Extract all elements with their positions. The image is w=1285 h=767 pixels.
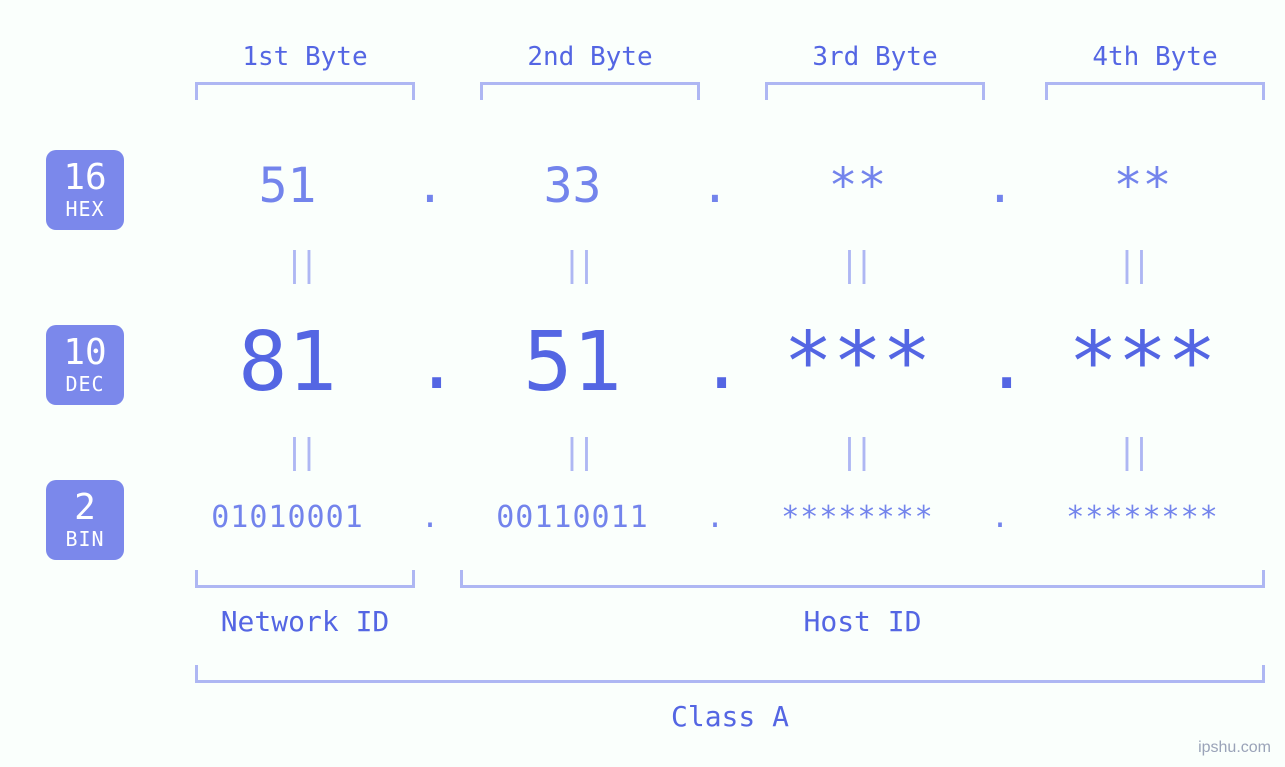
header-byte-3: 3rd Byte [755, 42, 995, 72]
equals-icon: || [160, 245, 438, 285]
row-bin: 01010001 . 00110011 . ******** . *******… [160, 500, 1270, 535]
row-hex: 51 . 33 . ** . ** [160, 158, 1270, 214]
dot-icon: . [700, 321, 730, 405]
hex-b2: 33 [445, 158, 700, 214]
header-byte-2: 2nd Byte [470, 42, 710, 72]
bracket-host [460, 570, 1265, 588]
dot-icon: . [985, 158, 1015, 214]
badge-hex-num: 16 [46, 158, 124, 198]
badge-dec-lbl: DEC [46, 373, 124, 395]
hex-b4: ** [1015, 158, 1270, 214]
dot-icon: . [700, 158, 730, 214]
label-host-id: Host ID [460, 605, 1265, 638]
dot-icon: . [985, 321, 1015, 405]
dot-icon: . [415, 158, 445, 214]
watermark: ipshu.com [1198, 739, 1271, 757]
dec-b4: *** [1015, 315, 1270, 410]
bracket-top-4 [1045, 82, 1265, 100]
hex-b1: 51 [160, 158, 415, 214]
header-byte-1: 1st Byte [185, 42, 425, 72]
bracket-top-2 [480, 82, 700, 100]
bracket-top-1 [195, 82, 415, 100]
equals-icon: || [715, 432, 993, 472]
badge-dec-num: 10 [46, 333, 124, 373]
bin-b4: ******** [1015, 500, 1270, 535]
dot-icon: . [700, 500, 730, 535]
bracket-network [195, 570, 415, 588]
hex-b3: ** [730, 158, 985, 214]
equals-icon: || [993, 245, 1271, 285]
equals-row-2: || || || || [160, 432, 1270, 472]
equals-icon: || [438, 432, 716, 472]
dec-b1: 81 [160, 315, 415, 410]
bin-b2: 00110011 [445, 500, 700, 535]
row-dec: 81 . 51 . *** . *** [160, 315, 1270, 410]
dec-b2: 51 [445, 315, 700, 410]
dec-b3: *** [730, 315, 985, 410]
equals-icon: || [438, 245, 716, 285]
bin-b3: ******** [730, 500, 985, 535]
badge-bin-lbl: BIN [46, 528, 124, 550]
badge-hex-lbl: HEX [46, 198, 124, 220]
label-class: Class A [195, 700, 1265, 733]
bracket-top-3 [765, 82, 985, 100]
dot-icon: . [415, 500, 445, 535]
badge-bin-num: 2 [46, 488, 124, 528]
equals-icon: || [715, 245, 993, 285]
label-network-id: Network ID [195, 605, 415, 638]
badge-hex: 16 HEX [46, 150, 124, 230]
badge-bin: 2 BIN [46, 480, 124, 560]
equals-icon: || [160, 432, 438, 472]
equals-icon: || [993, 432, 1271, 472]
bracket-class [195, 665, 1265, 683]
header-byte-4: 4th Byte [1035, 42, 1275, 72]
dot-icon: . [415, 321, 445, 405]
bin-b1: 01010001 [160, 500, 415, 535]
dot-icon: . [985, 500, 1015, 535]
badge-dec: 10 DEC [46, 325, 124, 405]
equals-row-1: || || || || [160, 245, 1270, 285]
